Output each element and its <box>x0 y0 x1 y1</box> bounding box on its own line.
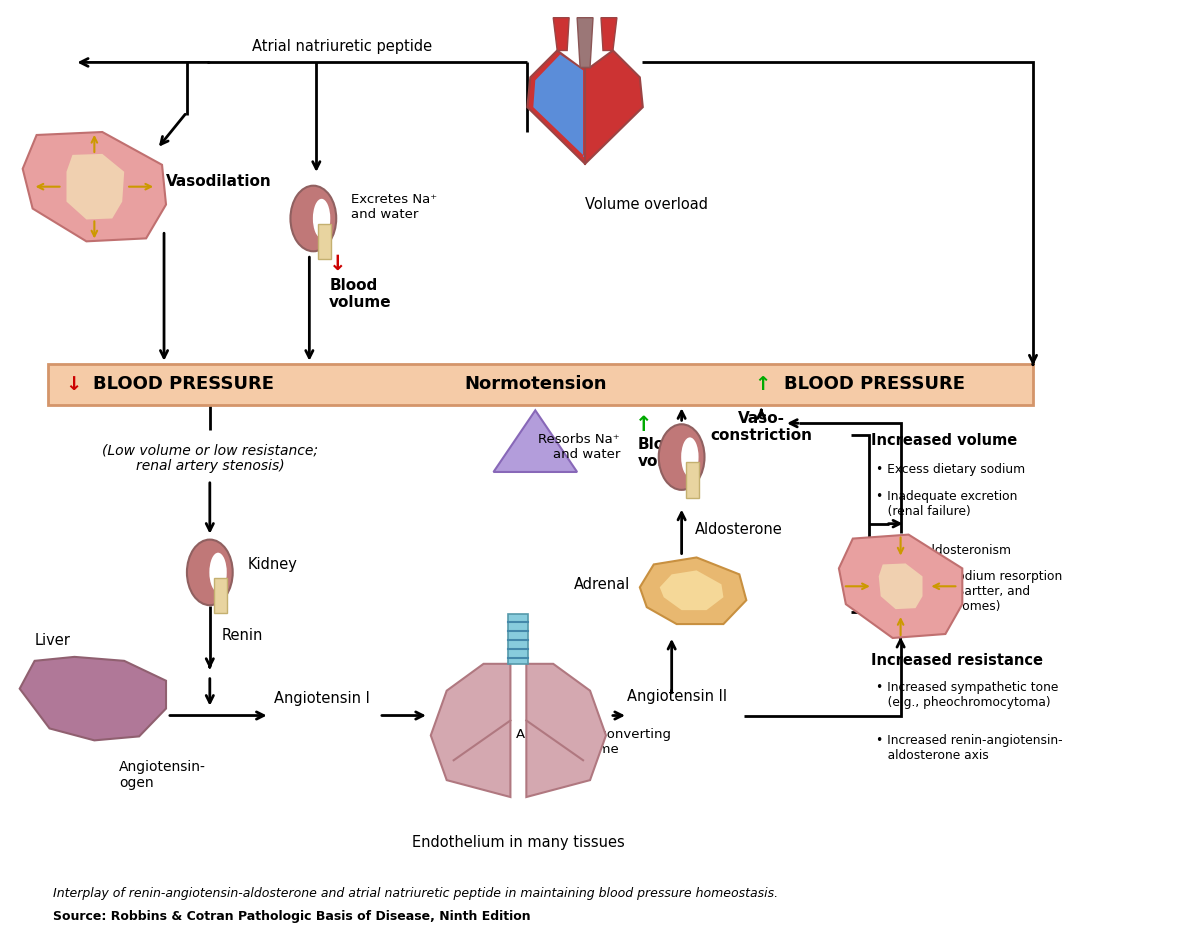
Polygon shape <box>660 570 724 611</box>
Text: Angiotensin II: Angiotensin II <box>626 688 727 704</box>
Text: Aldosterone: Aldosterone <box>695 522 782 537</box>
Text: BLOOD PRESSURE: BLOOD PRESSURE <box>94 376 275 394</box>
Text: ↓: ↓ <box>66 375 82 394</box>
Polygon shape <box>19 657 166 741</box>
Ellipse shape <box>209 553 227 592</box>
Text: Source: Robbins & Cotran Pathologic Basis of Disease, Ninth Edition: Source: Robbins & Cotran Pathologic Basi… <box>53 911 530 924</box>
Polygon shape <box>527 50 643 164</box>
Text: Kidney: Kidney <box>247 557 298 572</box>
Polygon shape <box>686 462 700 497</box>
Text: Renin: Renin <box>222 628 263 643</box>
Polygon shape <box>318 223 331 259</box>
Text: BLOOD PRESSURE: BLOOD PRESSURE <box>784 376 965 394</box>
Text: Blood
volume: Blood volume <box>329 278 392 310</box>
Ellipse shape <box>682 438 698 477</box>
Polygon shape <box>509 614 528 664</box>
Text: ↑: ↑ <box>755 375 770 394</box>
Text: Angiotensin-
ogen: Angiotensin- ogen <box>119 760 206 790</box>
Text: ↓: ↓ <box>329 254 347 274</box>
FancyBboxPatch shape <box>48 364 1033 406</box>
Text: • Inadequate excretion
   (renal failure): • Inadequate excretion (renal failure) <box>876 490 1018 518</box>
Text: • Excess dietary sodium: • Excess dietary sodium <box>876 463 1025 476</box>
Polygon shape <box>577 18 593 67</box>
Text: Vasodilation: Vasodilation <box>166 174 271 189</box>
Text: • Increased sodium resorption
   (Gitelman, Bartter, and
   Liddle syndromes): • Increased sodium resorption (Gitelman,… <box>876 570 1062 613</box>
Polygon shape <box>493 410 577 472</box>
Polygon shape <box>527 664 606 797</box>
Ellipse shape <box>187 539 233 605</box>
Text: Blood
volume: Blood volume <box>638 437 701 469</box>
Polygon shape <box>23 132 166 241</box>
Text: Volume overload: Volume overload <box>586 196 708 211</box>
Polygon shape <box>66 154 125 220</box>
Text: Adrenal: Adrenal <box>574 577 630 592</box>
Text: Resorbs Na⁺
and water: Resorbs Na⁺ and water <box>539 433 620 461</box>
Text: Interplay of renin-angiotensin-aldosterone and atrial natriuretic peptide in mai: Interplay of renin-angiotensin-aldostero… <box>53 887 778 900</box>
Text: • Increased renin-angiotensin-
   aldosterone axis: • Increased renin-angiotensin- aldostero… <box>876 734 1062 762</box>
Text: • Hyperaldosteronism: • Hyperaldosteronism <box>876 543 1010 556</box>
Polygon shape <box>215 578 227 613</box>
Polygon shape <box>533 54 586 157</box>
Text: Liver: Liver <box>35 634 71 649</box>
Polygon shape <box>839 535 962 638</box>
Text: Excretes Na⁺
and water: Excretes Na⁺ and water <box>352 193 437 221</box>
Ellipse shape <box>659 424 704 490</box>
Polygon shape <box>640 557 746 624</box>
Polygon shape <box>878 564 923 610</box>
Text: Vaso-
constriction: Vaso- constriction <box>710 411 812 443</box>
Text: ↑: ↑ <box>635 415 653 436</box>
Polygon shape <box>431 664 510 797</box>
Ellipse shape <box>313 199 330 238</box>
Text: Normotension: Normotension <box>464 376 606 394</box>
Text: (Low volume or low resistance;
renal artery stenosis): (Low volume or low resistance; renal art… <box>102 443 318 473</box>
Text: Increased resistance: Increased resistance <box>871 653 1043 668</box>
Text: Angiotensin converting
enzyme: Angiotensin converting enzyme <box>516 728 671 756</box>
Text: Angiotensin I: Angiotensin I <box>274 691 370 706</box>
Text: Endothelium in many tissues: Endothelium in many tissues <box>412 835 625 850</box>
Text: • Increased sympathetic tone
   (e.g., pheochromocytoma): • Increased sympathetic tone (e.g., pheo… <box>876 681 1058 709</box>
Text: Atrial natriuretic peptide: Atrial natriuretic peptide <box>252 39 432 54</box>
Polygon shape <box>601 18 617 50</box>
Text: Increased volume: Increased volume <box>871 433 1016 448</box>
Polygon shape <box>553 18 569 50</box>
Ellipse shape <box>290 186 336 252</box>
